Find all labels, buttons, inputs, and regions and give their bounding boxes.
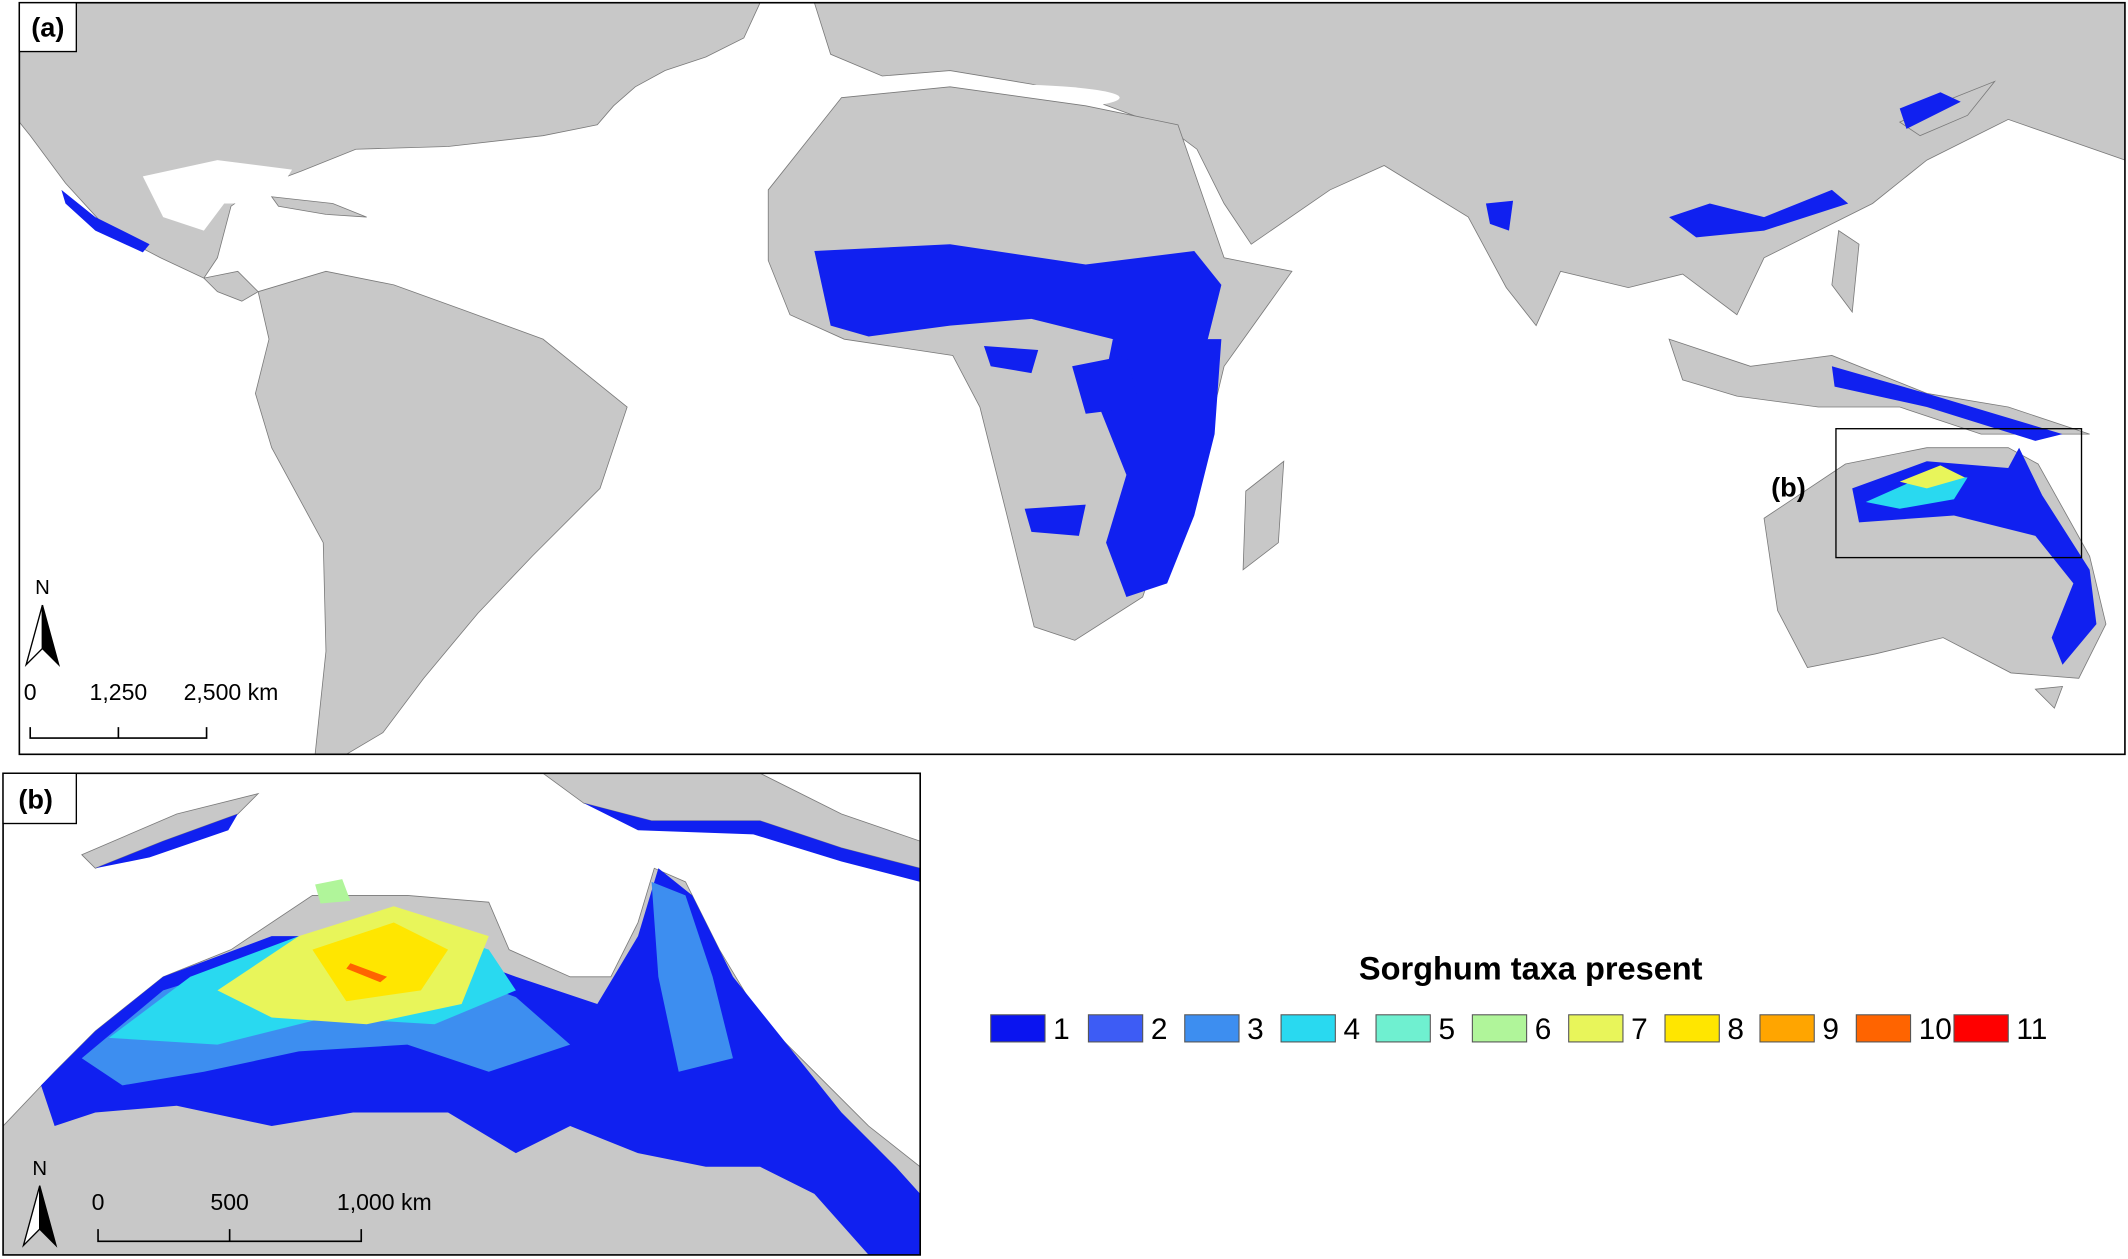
scale-bar — [97, 1229, 363, 1243]
north-arrow — [39, 1185, 58, 1248]
india-presence — [1485, 200, 1514, 231]
legend-swatch — [1471, 1014, 1528, 1043]
madagascar — [1242, 460, 1285, 571]
presence-10 — [346, 963, 388, 983]
panel-label: (a) — [31, 12, 64, 43]
legend-swatch — [1184, 1014, 1240, 1043]
panel-b-frame — [2, 772, 922, 1256]
north-label: N — [32, 1158, 47, 1180]
legend-label: 1 — [1053, 1013, 1070, 1046]
scale-label: 1,250 — [90, 679, 148, 705]
scale-label: 500 — [210, 1189, 248, 1215]
panel-a-frame — [18, 1, 2126, 756]
mexico-presence — [61, 189, 150, 253]
legend-label: 3 — [1247, 1013, 1264, 1046]
southern-africa-presence — [1024, 504, 1086, 536]
legend-label: 11 — [2016, 1013, 2047, 1046]
new-guinea-presence — [95, 803, 921, 882]
panel-label: (b) — [18, 784, 53, 815]
north-arrow — [41, 604, 61, 668]
central-africa-presence — [983, 345, 1140, 414]
sahel-presence — [814, 244, 1222, 353]
australia-presence-7 — [1899, 465, 1965, 489]
legend-title: Sorghum taxa present — [1359, 951, 1703, 987]
legend-label: 7 — [1631, 1013, 1648, 1046]
legend-swatch — [1953, 1014, 2009, 1043]
caribbean — [270, 196, 367, 218]
legend-swatch — [1664, 1014, 1720, 1043]
legend-swatch — [1087, 1014, 1144, 1043]
scale-bar — [29, 727, 208, 739]
legend-label: 9 — [1822, 1013, 1839, 1046]
central-america — [203, 270, 259, 302]
inset-extent — [1835, 428, 2083, 559]
legend-label: 8 — [1727, 1013, 1744, 1046]
legend-swatch — [1280, 1014, 1336, 1043]
philippines — [1831, 229, 1860, 314]
legend-swatch — [1568, 1014, 1624, 1043]
scale-label: 1,000 km — [337, 1189, 432, 1215]
north-label: N — [35, 577, 50, 599]
south-america — [254, 270, 628, 755]
scale-label: 2,500 km — [184, 679, 279, 705]
inset-map — [3, 773, 921, 1255]
gulf — [142, 160, 293, 231]
legend-label: 4 — [1343, 1013, 1360, 1046]
inset-label: (b) — [1771, 472, 1806, 503]
presence-6 — [315, 879, 351, 904]
world-map — [19, 2, 2125, 755]
tasmania — [2034, 686, 2064, 709]
panel-label-box — [18, 2, 78, 53]
legend-swatch — [1375, 1014, 1431, 1043]
legend-label: 5 — [1438, 1013, 1455, 1046]
legend-swatch — [990, 1014, 1046, 1043]
legend-swatch — [1759, 1014, 1815, 1043]
legend: Sorghum taxa present 1 2 3 4 5 6 7 8 9 10 11 — [990, 951, 2047, 1046]
legend-label: 6 — [1535, 1013, 1552, 1046]
legend-swatch — [1855, 1014, 1912, 1043]
panel-label-box — [2, 772, 78, 825]
scale-label: 0 — [92, 1189, 105, 1215]
presence-8 — [312, 922, 449, 1002]
scale-label: 0 — [24, 679, 37, 705]
legend-label: 10 — [1919, 1013, 1952, 1046]
legend-label: 2 — [1151, 1013, 1168, 1046]
